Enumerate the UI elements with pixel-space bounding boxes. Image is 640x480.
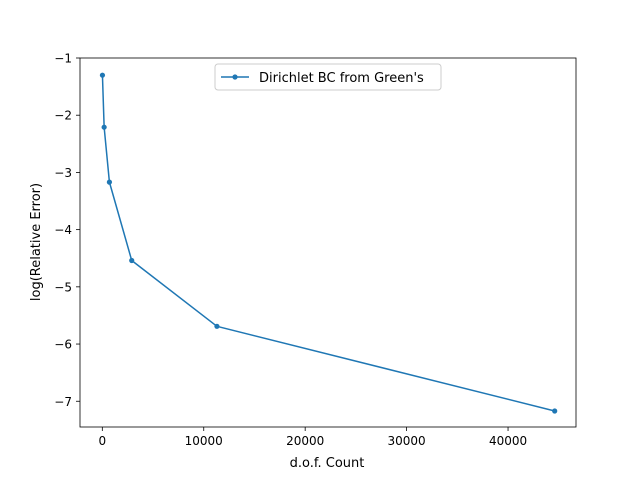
legend: Dirichlet BC from Green's — [214, 63, 442, 91]
series-line — [101, 75, 555, 412]
legend-frame — [214, 63, 442, 91]
x-tick-label: 0 — [98, 434, 106, 448]
x-tick-label: 30000 — [388, 434, 426, 448]
x-tick-label: 10000 — [185, 434, 223, 448]
data-point — [129, 257, 135, 264]
y-axis-label: log(Relative Error) — [29, 183, 44, 301]
legend-label: Dirichlet BC from Green's — [259, 71, 424, 86]
y-tick-label: −1 — [54, 52, 72, 66]
y-tick-label: −2 — [54, 109, 72, 123]
legend-marker — [232, 74, 238, 80]
y-tick-label: −6 — [54, 338, 72, 352]
y-axis-ticks: −1 −2 −3 −4 −5 −6 −7 — [54, 52, 80, 409]
y-tick-label: −5 — [54, 280, 72, 294]
y-tick-label: −4 — [54, 223, 72, 237]
axes-frame — [79, 57, 577, 428]
x-axis-label: d.o.f. Count — [290, 456, 365, 471]
data-point — [99, 72, 106, 78]
plot-area — [99, 72, 558, 414]
x-axis-ticks: 0 10000 20000 30000 40000 — [98, 427, 527, 448]
x-tick-label: 20000 — [286, 434, 324, 448]
x-tick-label: 40000 — [489, 434, 527, 448]
data-point — [552, 408, 558, 414]
data-point — [106, 179, 113, 185]
data-point — [101, 124, 107, 130]
y-tick-label: −7 — [54, 395, 72, 409]
data-point — [214, 323, 220, 329]
y-tick-label: −3 — [54, 166, 72, 180]
